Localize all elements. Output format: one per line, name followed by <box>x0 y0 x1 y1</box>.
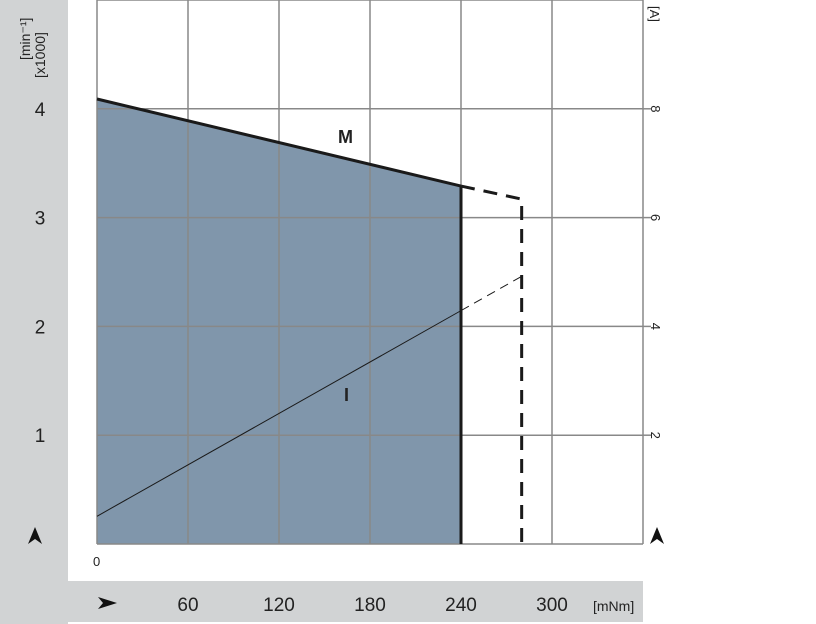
series-label-I: I <box>344 385 349 405</box>
series-line-I-solid <box>96 310 462 517</box>
series-label-M: M <box>338 127 353 147</box>
x-arrow-icon <box>98 597 117 609</box>
x-tick-label: 180 <box>354 595 386 616</box>
y-right-tick-label: 6 <box>648 214 663 221</box>
x-tick-label: 120 <box>263 595 295 616</box>
y-right-label: [A] <box>647 6 662 22</box>
y-left-tick-label: 1 <box>35 426 46 447</box>
y-left-label-1: [min⁻¹] <box>17 18 33 60</box>
x-tick-label: 60 <box>177 595 198 616</box>
y-left-tick-label: 4 <box>35 100 46 121</box>
bottom-axis-band <box>68 581 643 622</box>
series-line-I-dashed <box>460 275 522 312</box>
y-left-tick-label: 3 <box>35 209 46 230</box>
y-right-tick-label: 2 <box>648 432 663 439</box>
y-right-tick-label: 4 <box>648 323 663 330</box>
y-right-arrow-icon <box>650 527 664 544</box>
series-line-M-dashed <box>460 184 524 544</box>
y-left-tick-label: 2 <box>35 317 46 338</box>
x-tick-label: 0 <box>93 554 100 569</box>
y-left-label-2: [x1000] <box>32 32 48 78</box>
y-left-arrow-icon <box>28 527 42 544</box>
y-right-tick-label: 8 <box>648 105 663 112</box>
x-tick-label: 240 <box>445 595 477 616</box>
left-axis-band <box>0 0 68 624</box>
x-label: [mNm] <box>593 598 634 614</box>
x-tick-label: 300 <box>536 595 568 616</box>
series-line-M-solid <box>96 97 462 188</box>
